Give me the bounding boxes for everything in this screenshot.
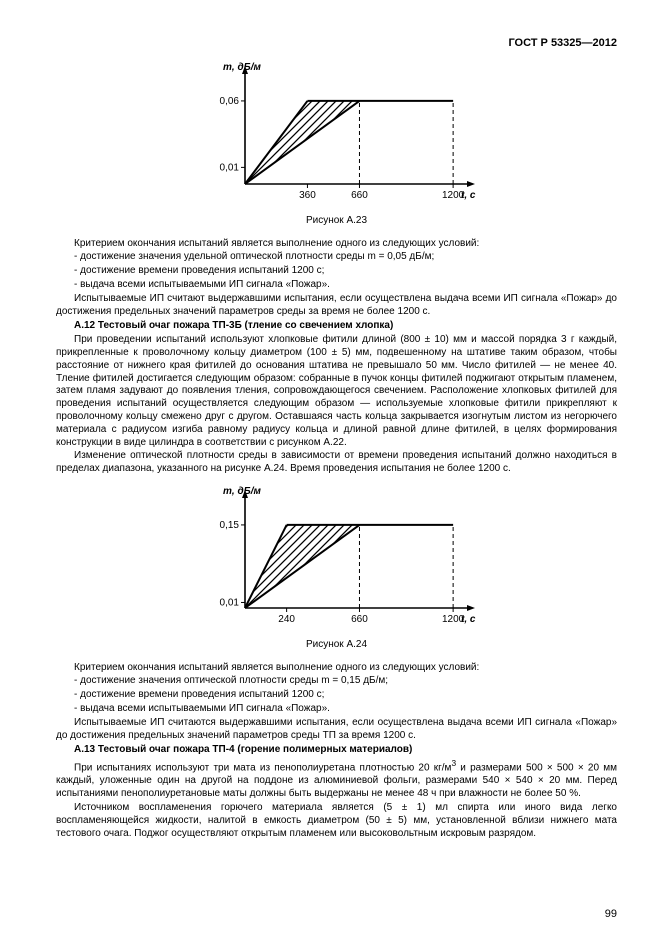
svg-text:m, дБ/м: m, дБ/м (223, 62, 261, 73)
bullet-1-1: - достижение значения удельной оптическо… (56, 251, 617, 264)
svg-text:0,01: 0,01 (219, 597, 239, 608)
section-a13-p2: Источником воспламенения горючего матери… (56, 802, 617, 840)
chart-a23: 0,010,063606601200m, дБ/мt, c (197, 56, 477, 206)
figure-a23-caption: Рисунок А.23 (56, 215, 617, 228)
criteria-intro-1: Критерием окончания испытаний является в… (56, 238, 617, 251)
bullet-1-2: - достижение времени проведения испытани… (56, 265, 617, 278)
svg-text:240: 240 (278, 614, 295, 625)
svg-text:660: 660 (351, 614, 368, 625)
section-a12-p1: При проведении испытаний используют хлоп… (56, 334, 617, 449)
svg-text:360: 360 (299, 190, 316, 201)
svg-text:0,15: 0,15 (219, 520, 239, 531)
svg-text:660: 660 (351, 190, 368, 201)
bullet-1-3: - выдача всеми испытываемыми ИП сигнала … (56, 279, 617, 292)
svg-text:0,01: 0,01 (219, 162, 239, 173)
svg-text:t, c: t, c (461, 190, 476, 201)
criteria-intro-2: Критерием окончания испытаний является в… (56, 662, 617, 675)
sec13-p1-a: При испытаниях используют три мата из пе… (74, 763, 451, 774)
svg-text:0,06: 0,06 (219, 96, 239, 107)
figure-a23: 0,010,063606601200m, дБ/мt, c (56, 56, 617, 211)
bullet-2-1: - достижение значения оптической плотнос… (56, 675, 617, 688)
section-a13-p1: При испытаниях используют три мата из пе… (56, 758, 617, 801)
svg-text:t, c: t, c (461, 614, 476, 625)
section-a12-p2: Изменение оптической плотности среды в з… (56, 450, 617, 476)
para-pass-1: Испытываемые ИП считают выдержавшими исп… (56, 293, 617, 319)
figure-a24-caption: Рисунок А.24 (56, 639, 617, 652)
figure-a24: 0,010,152406601200m, дБ/мt, c (56, 480, 617, 635)
section-a13-title: А.13 Тестовый очаг пожара ТП-4 (горение … (56, 744, 617, 757)
svg-text:m, дБ/м: m, дБ/м (223, 486, 261, 497)
bullet-2-2: - достижение времени проведения испытани… (56, 689, 617, 702)
bullet-2-3: - выдача всеми испытываемыми ИП сигнала … (56, 703, 617, 716)
page-number: 99 (605, 907, 617, 921)
chart-a24: 0,010,152406601200m, дБ/мt, c (197, 480, 477, 630)
section-a12-title: А.12 Тестовый очаг пожара ТП-3Б (тление … (56, 320, 617, 333)
para-pass-2: Испытываемые ИП считаются выдержавшими и… (56, 717, 617, 743)
doc-header: ГОСТ Р 53325—2012 (56, 36, 617, 50)
